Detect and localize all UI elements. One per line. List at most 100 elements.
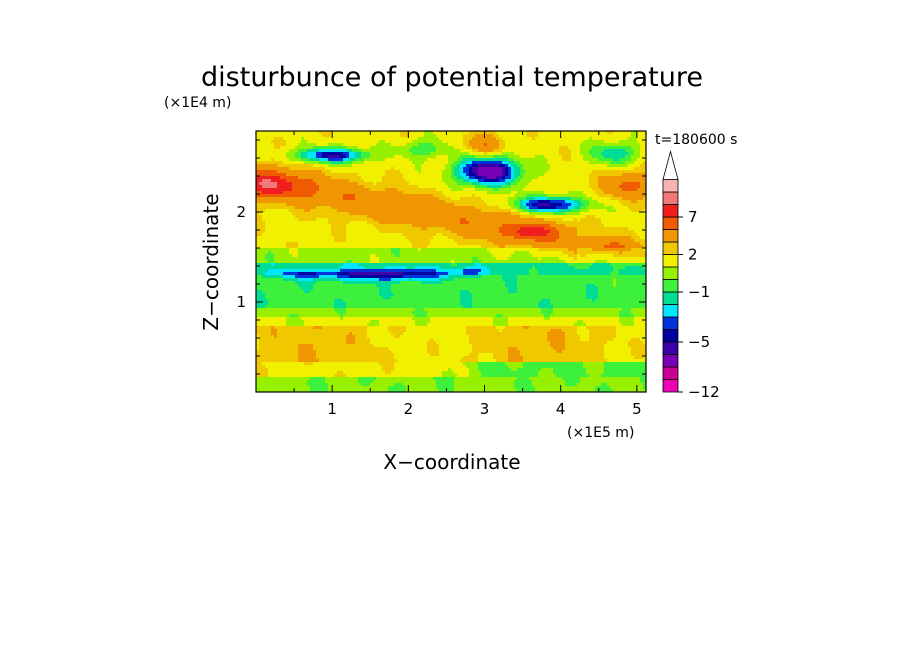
field-cell [613, 227, 617, 231]
field-cell [541, 239, 545, 243]
field-cell [619, 158, 623, 162]
field-cell [607, 140, 611, 144]
field-cell [268, 146, 272, 150]
field-cell [406, 185, 410, 189]
field-cell [460, 179, 464, 183]
field-cell [538, 203, 542, 207]
field-cell [532, 164, 536, 168]
field-cell [469, 206, 473, 210]
field-cell [442, 242, 446, 246]
field-cell [274, 239, 278, 243]
field-cell [595, 209, 599, 213]
field-cell [364, 155, 368, 159]
field-cell [367, 212, 371, 216]
field-cell [529, 203, 533, 207]
field-cell [574, 149, 578, 153]
field-cell [307, 137, 311, 141]
field-cell [448, 206, 452, 210]
field-cell [310, 149, 314, 153]
field-cell [487, 137, 491, 141]
field-cell [283, 227, 287, 231]
field-cell [520, 227, 524, 231]
field-cell [367, 155, 371, 159]
field-cell [586, 230, 590, 234]
field-cell [328, 215, 332, 219]
field-cell [325, 215, 329, 219]
field-cell [580, 191, 584, 195]
field-cell [637, 134, 641, 138]
field-cell [595, 224, 599, 228]
field-cell [634, 152, 638, 156]
field-cell [358, 146, 362, 150]
field-cell [310, 191, 314, 195]
field-cell [499, 182, 503, 186]
field-cell [511, 206, 515, 210]
field-cell [448, 182, 452, 186]
field-cell [322, 134, 326, 138]
field-cell [337, 158, 341, 162]
field-cell [445, 176, 449, 180]
field-cell [271, 215, 275, 219]
field-cell [364, 161, 368, 165]
field-cell [595, 197, 599, 201]
field-cell [511, 143, 515, 147]
field-cell [298, 137, 302, 141]
field-cell [382, 146, 386, 150]
field-cell [442, 149, 446, 153]
field-cell [373, 236, 377, 240]
field-cell [511, 158, 515, 162]
field-cell [292, 206, 296, 210]
field-cell [457, 146, 461, 150]
field-cell [490, 179, 494, 183]
field-cell [334, 134, 338, 138]
field-cell [463, 137, 467, 141]
field-cell [535, 179, 539, 183]
field-cell [289, 191, 293, 195]
field-cell [406, 164, 410, 168]
field-cell [316, 188, 320, 192]
field-cell [355, 149, 359, 153]
field-cell [580, 206, 584, 210]
field-cell [430, 203, 434, 207]
field-cell [259, 140, 263, 144]
field-cell [436, 143, 440, 147]
field-cell [280, 152, 284, 156]
field-cell [448, 188, 452, 192]
field-cell [472, 146, 476, 150]
field-cell [436, 179, 440, 183]
field-cell [262, 236, 266, 240]
field-cell [382, 164, 386, 168]
field-cell [559, 221, 563, 225]
field-cell [280, 134, 284, 138]
field-cell [640, 230, 644, 234]
field-cell [364, 134, 368, 138]
field-cell [472, 227, 476, 231]
field-cell [319, 200, 323, 204]
field-cell [547, 167, 551, 171]
field-cell [280, 185, 284, 189]
field-cell [424, 188, 428, 192]
field-cell [466, 137, 470, 141]
field-cell [265, 188, 269, 192]
field-cell [268, 182, 272, 186]
field-cell [556, 179, 560, 183]
field-cell [283, 173, 287, 177]
field-cell [316, 167, 320, 171]
field-cell [262, 155, 266, 159]
field-cell [283, 209, 287, 213]
field-cell [595, 173, 599, 177]
field-cell [400, 134, 404, 138]
field-cell [331, 173, 335, 177]
field-cell [277, 221, 281, 225]
field-cell [547, 158, 551, 162]
field-cell [484, 221, 488, 225]
field-cell [640, 131, 644, 135]
field-cell [634, 161, 638, 165]
field-cell [496, 182, 500, 186]
field-cell [346, 245, 350, 249]
field-cell [541, 179, 545, 183]
field-cell [610, 170, 614, 174]
field-cell [523, 185, 527, 189]
field-cell [475, 218, 479, 222]
field-cell [589, 182, 593, 186]
